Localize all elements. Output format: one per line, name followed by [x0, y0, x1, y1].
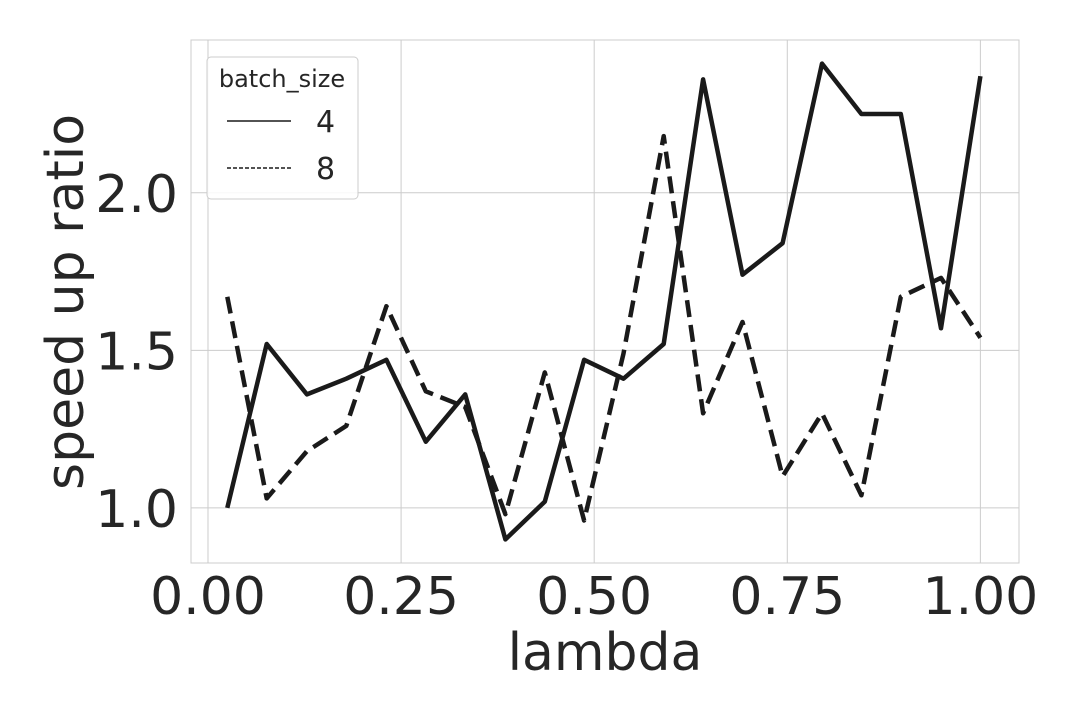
x-tick-labels: 0.00 0.25 0.50 0.75 1.00 [150, 567, 1038, 627]
legend-label-series-8: 8 [316, 152, 335, 187]
x-tick-label: 0.75 [729, 567, 845, 627]
series-line-4 [225, 61, 983, 542]
legend: batch_size 4 8 [206, 56, 359, 200]
x-tick-label: 0.25 [343, 567, 459, 627]
x-tick-label: 1.00 [922, 567, 1038, 627]
y-axis-label: speed up ratio [36, 114, 96, 490]
x-axis-label: lambda [508, 623, 703, 683]
y-tick-label: 1.5 [95, 322, 178, 382]
legend-box [206, 56, 359, 200]
legend-label-series-4: 4 [316, 105, 335, 140]
x-tick-label: 0.50 [536, 567, 652, 627]
y-tick-labels: 1.0 1.5 2.0 [95, 165, 178, 540]
y-tick-label: 2.0 [95, 165, 178, 225]
x-tick-label: 0.00 [150, 567, 266, 627]
series-line-8 [225, 133, 983, 523]
legend-title: batch_size [219, 65, 345, 93]
y-tick-label: 1.0 [95, 480, 178, 540]
series-layer [225, 61, 983, 542]
